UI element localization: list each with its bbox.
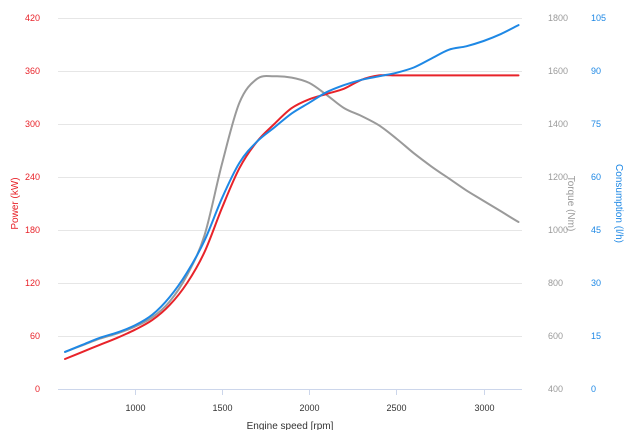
power-axis: 0 60 120 180 240 300 360 420 <box>25 13 40 394</box>
consumption-tick-label: 90 <box>591 66 601 76</box>
torque-tick-label: 800 <box>548 278 563 288</box>
x-axis-title: Engine speed [rpm] <box>247 421 334 430</box>
x-tick-label: 2500 <box>386 403 406 413</box>
consumption-tick-label: 60 <box>591 172 601 182</box>
power-tick-label: 120 <box>25 278 40 288</box>
x-tick-label: 1500 <box>212 403 232 413</box>
grid-lines <box>58 18 522 337</box>
power-tick-label: 60 <box>30 331 40 341</box>
torque-tick-label: 1000 <box>548 225 568 235</box>
power-tick-label: 180 <box>25 225 40 235</box>
power-tick-label: 300 <box>25 119 40 129</box>
consumption-series-line <box>64 24 520 353</box>
x-tick-label: 3000 <box>474 403 494 413</box>
torque-axis: 400 600 800 1000 1200 1400 1600 1800 <box>548 13 568 394</box>
torque-tick-label: 1600 <box>548 66 568 76</box>
power-tick-label: 420 <box>25 13 40 23</box>
torque-tick-label: 1400 <box>548 119 568 129</box>
power-series-line <box>64 74 520 360</box>
consumption-tick-label: 0 <box>591 384 596 394</box>
power-axis-title: Power (kW) <box>10 177 21 229</box>
power-tick-label: 360 <box>25 66 40 76</box>
consumption-axis-title: Consumption (l/h) <box>613 164 624 243</box>
torque-axis-title: Torque (Nm) <box>565 176 576 232</box>
x-tick-label: 1000 <box>125 403 145 413</box>
consumption-tick-label: 105 <box>591 13 606 23</box>
power-tick-label: 240 <box>25 172 40 182</box>
power-tick-label: 0 <box>35 384 40 394</box>
x-axis: 1000 1500 2000 2500 3000 <box>58 389 522 413</box>
consumption-tick-label: 75 <box>591 119 601 129</box>
consumption-tick-label: 30 <box>591 278 601 288</box>
torque-tick-label: 1200 <box>548 172 568 182</box>
torque-tick-label: 600 <box>548 331 563 341</box>
series-lines <box>64 24 520 360</box>
torque-tick-label: 400 <box>548 384 563 394</box>
consumption-axis: 0 15 30 45 60 75 90 105 <box>591 13 606 394</box>
consumption-tick-label: 45 <box>591 225 601 235</box>
torque-series-line <box>64 75 520 353</box>
torque-tick-label: 1800 <box>548 13 568 23</box>
x-tick-label: 2000 <box>299 403 319 413</box>
consumption-tick-label: 15 <box>591 331 601 341</box>
